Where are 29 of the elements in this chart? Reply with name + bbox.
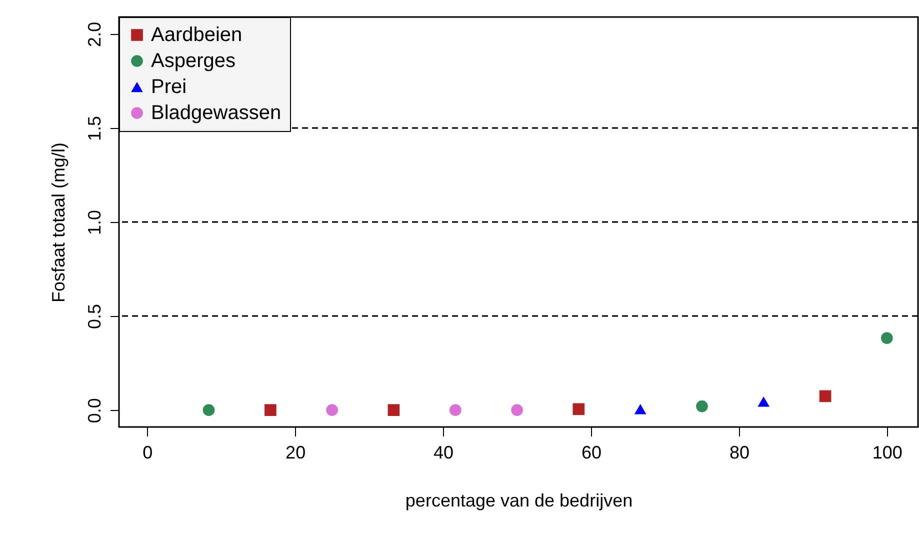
point — [264, 404, 276, 416]
point — [326, 404, 338, 416]
y-tick-label: 0.5 — [84, 304, 104, 330]
legend-label: Aardbeien — [151, 24, 242, 46]
y-axis-title: Fosfaat totaal (mg/l) — [48, 142, 68, 303]
y-tick-label: 1.5 — [84, 116, 104, 141]
point — [819, 390, 832, 402]
x-tick-label: 100 — [872, 442, 902, 462]
y-tick-label: 0.0 — [84, 398, 104, 424]
x-tick-label: 60 — [581, 442, 602, 462]
x-tick-label: 0 — [142, 442, 153, 462]
point — [881, 332, 893, 344]
legend-label: Asperges — [151, 50, 236, 72]
point — [572, 403, 585, 416]
legend-label: Bladgewassen — [151, 102, 282, 124]
point — [758, 396, 770, 407]
point — [696, 400, 708, 412]
y-tick-label: 2.0 — [84, 22, 104, 47]
x-tick-label: 40 — [434, 442, 454, 462]
point — [202, 404, 215, 416]
x-tick-label: 80 — [729, 442, 750, 462]
y-tick-label: 1.0 — [84, 210, 104, 236]
legend-label: Prei — [151, 76, 187, 98]
point — [388, 404, 400, 416]
point — [511, 404, 523, 416]
x-axis-title: percentage van de bedrijven — [405, 490, 633, 510]
point — [634, 404, 646, 414]
point — [449, 404, 462, 416]
x-tick-label: 20 — [286, 442, 306, 462]
